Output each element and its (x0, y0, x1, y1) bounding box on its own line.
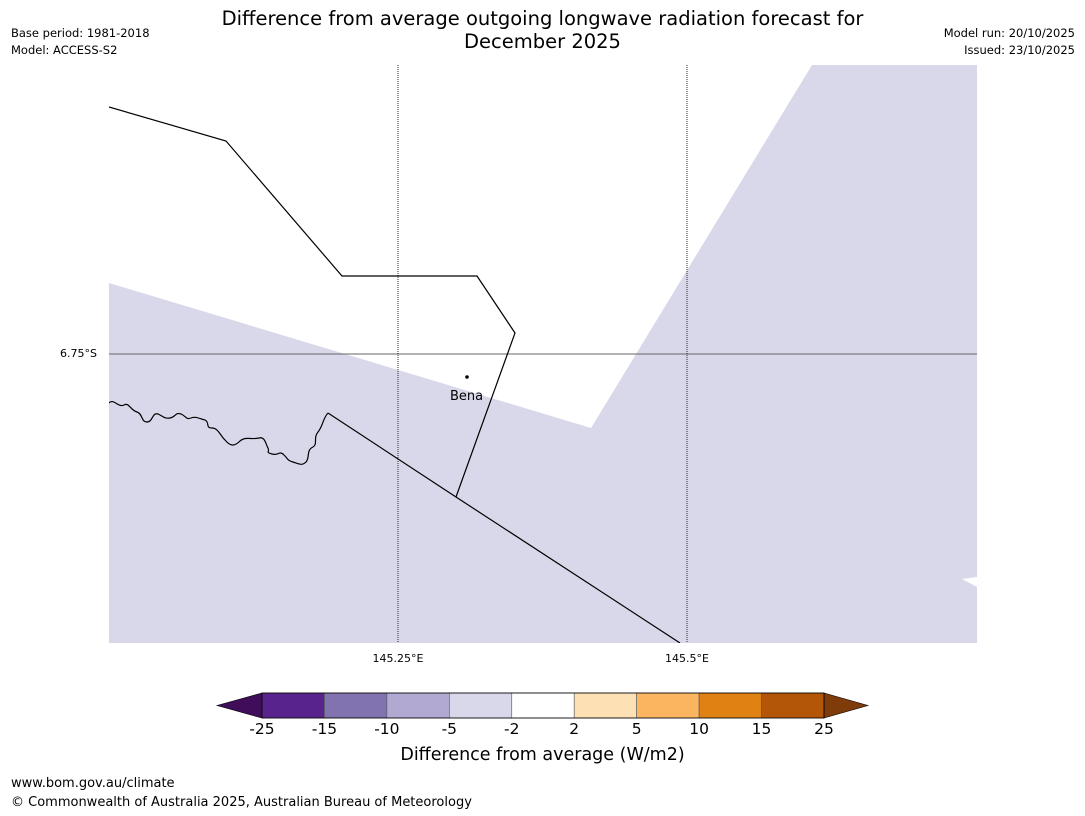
title-line-2: December 2025 (464, 30, 621, 53)
colorbar-swatch-1 (324, 692, 388, 719)
colorbar-title: Difference from average (W/m2) (400, 745, 685, 765)
colorbar-tick-label: -5 (441, 720, 458, 738)
page-title: Difference from average outgoing longwav… (150, 7, 935, 53)
anomaly-region-minus5-to-minus2 (109, 65, 977, 643)
colorbar-tick-label: -15 (311, 720, 338, 738)
colorbar-swatch-2 (386, 692, 450, 719)
colorbar-tick-label: 5 (631, 720, 642, 738)
longitude-label-1: 145.25°E (372, 652, 424, 665)
issued-date: Issued: 23/10/2025 (964, 43, 1075, 57)
colorbar-swatch-6 (636, 692, 700, 719)
colorbar-outline (261, 692, 825, 719)
colorbar-tick-label: -2 (504, 720, 520, 738)
colorbar-tick-label: 15 (751, 720, 772, 738)
colorbar-tick-label: -25 (249, 720, 275, 738)
colorbar-tick-label: -10 (374, 720, 400, 738)
footer-copyright: © Commonwealth of Australia 2025, Austra… (11, 795, 472, 810)
province-boundary (109, 106, 516, 498)
town-marker-dot (465, 375, 469, 379)
colorbar-swatch-8 (761, 692, 825, 719)
footer-url[interactable]: www.bom.gov.au/climate (11, 776, 175, 791)
colorbar-arrow-high (823, 692, 870, 719)
colorbar-tick-label: 25 (814, 720, 834, 738)
province-boundary-south (327, 412, 681, 643)
colorbar-swatch-5 (573, 692, 637, 719)
colorbar-swatch-0 (261, 692, 325, 719)
title-line-1: Difference from average outgoing longwav… (221, 7, 864, 30)
colorbar-swatch-4 (511, 692, 575, 719)
longitude-label-2: 145.5°E (665, 652, 709, 665)
colorbar-swatch-3 (449, 692, 513, 719)
latitude-label: 6.75°S (60, 347, 97, 360)
coastline (109, 401, 329, 465)
town-label: Bena (450, 389, 484, 404)
base-period: Base period: 1981-2018 (11, 26, 150, 40)
colorbar-tick-label: 10 (689, 720, 709, 738)
model-name: Model: ACCESS-S2 (11, 43, 118, 57)
colorbar-tick-label: 2 (569, 720, 580, 738)
colorbar-swatch-7 (698, 692, 762, 719)
colorbar-arrow-low (215, 692, 263, 719)
model-run: Model run: 20/10/2025 (943, 26, 1075, 40)
